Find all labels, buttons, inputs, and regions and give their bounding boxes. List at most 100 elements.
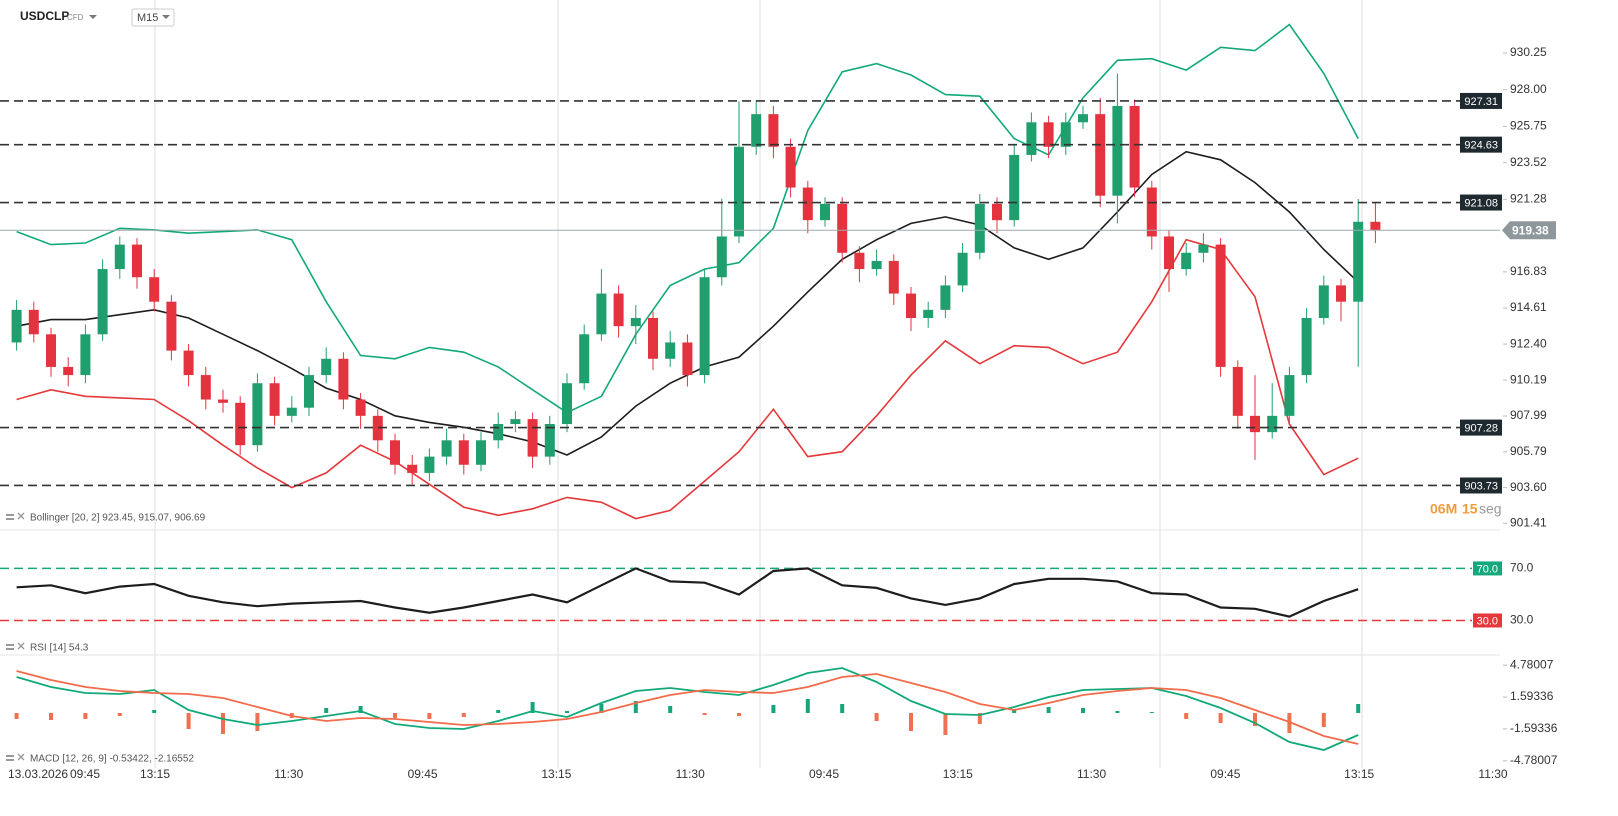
candle-body (613, 293, 624, 327)
candle-body (1353, 221, 1364, 302)
rsi-level-label-bg (1473, 561, 1502, 576)
legend-icon (6, 644, 14, 646)
candle-body (1095, 114, 1106, 196)
candle-body (252, 383, 263, 446)
candle-body (1215, 244, 1226, 367)
macd-histogram-bar (1149, 712, 1154, 713)
y-tick-label: 4.78007 (1510, 657, 1554, 671)
candle-body (699, 277, 710, 376)
macd-histogram-bar (1081, 708, 1085, 713)
candle-body (338, 358, 349, 400)
macd-histogram-bar (1321, 713, 1326, 727)
candle-body (648, 318, 658, 359)
candle-body (1112, 106, 1123, 196)
y-tick-label: -4.78007 (1510, 753, 1558, 767)
candle-body (424, 456, 435, 473)
macd-histogram-bar (977, 713, 982, 724)
candle-body (269, 383, 280, 416)
candle-body (200, 375, 211, 400)
candle-body (837, 203, 848, 253)
macd-histogram-bar (1218, 713, 1223, 723)
candle-body (940, 285, 951, 310)
candle-body (957, 252, 968, 286)
macd-histogram-bar (633, 701, 638, 713)
timeframe-dropdown[interactable] (162, 15, 170, 19)
rsi-line (16, 567, 1359, 618)
candle-body (923, 309, 934, 318)
candle-body (166, 301, 177, 351)
x-tick-label: 09:45 (408, 767, 438, 781)
candle-body (734, 146, 744, 237)
candle-body (1198, 244, 1209, 253)
candle-body (321, 358, 332, 376)
level-label-bg (1460, 194, 1502, 211)
macd-histogram-bar (840, 704, 845, 713)
x-tick-label: 11:30 (1478, 767, 1507, 781)
symbol[interactable]: USDCLP (20, 9, 69, 23)
timeframe[interactable]: M15 (137, 12, 158, 24)
macd-histogram-bar (427, 713, 432, 719)
macd-line (16, 670, 1359, 745)
macd-histogram-bar (14, 713, 19, 719)
macd-histogram-bar (49, 713, 53, 720)
macd-histogram-bar (1356, 704, 1361, 713)
y-tick-label: 905.79 (1510, 444, 1547, 458)
y-tick-label: 912.40 (1510, 336, 1547, 350)
candle-body (372, 415, 383, 441)
macd-histogram-bar (1046, 707, 1051, 713)
x-tick-label: 09:45 (1210, 767, 1240, 781)
macd-histogram-bar (496, 710, 501, 713)
candle-body (235, 402, 246, 446)
timeframe-button[interactable] (131, 8, 175, 27)
countdown-seconds: 15 (1462, 501, 1478, 517)
candle-body (716, 236, 727, 278)
candle-body (1009, 154, 1020, 221)
y-tick-label: 70.0 (1510, 561, 1534, 575)
indicator-legend: MACD [12, 26, 9] -0.53422, -2.16552 (30, 754, 194, 765)
candle-body (751, 114, 762, 147)
macd-histogram-bar (771, 705, 776, 713)
candle-body (1336, 285, 1346, 302)
countdown-unit: seg (1479, 501, 1502, 517)
candle-body (183, 350, 194, 376)
macd-histogram-bar (461, 713, 466, 717)
y-tick-label: 916.83 (1510, 264, 1547, 278)
x-tick-label: 13:15 (1344, 767, 1374, 781)
symbol-dropdown[interactable] (89, 15, 97, 19)
candle-body (1060, 122, 1071, 147)
candle-body (527, 419, 538, 457)
indicator-legend: RSI [14] 54.3 (30, 643, 89, 654)
candle-body (682, 342, 693, 376)
x-tick-label: 11:30 (274, 767, 303, 781)
candle-body (665, 342, 676, 359)
x-tick-label: 11:30 (1077, 767, 1106, 781)
rsi-level-label: 70.0 (1477, 563, 1498, 575)
level-label-bg (1460, 419, 1502, 436)
candle-body (768, 114, 779, 147)
legend-close-icon (17, 753, 25, 761)
last-price-label-bg (1502, 221, 1556, 240)
candle-body (476, 440, 486, 465)
candle-body (1078, 114, 1088, 123)
legend-icons (6, 512, 25, 761)
candle-body (820, 203, 830, 221)
candle-body (802, 187, 813, 221)
macd-line (16, 667, 1359, 751)
macd-histogram-bar (530, 702, 535, 713)
indicator-legend: Bollinger [20, 2] 923.45, 915.07, 906.69 (30, 513, 206, 524)
macd-histogram-bar (152, 710, 157, 713)
candle-body (1164, 236, 1174, 270)
macd-histogram-bar (943, 713, 948, 735)
macd-histogram-bar (1115, 711, 1120, 713)
macd-histogram-bar (324, 708, 329, 713)
y-tick-label: 903.60 (1510, 480, 1547, 494)
x-tick-label: 09:45 (809, 767, 839, 781)
candle-body (1181, 252, 1192, 270)
candle-body (97, 269, 108, 335)
x-tick-label: 13.03.2026 (8, 767, 68, 781)
level-label: 903.73 (1464, 480, 1498, 492)
candle-body (458, 440, 469, 465)
macd-histogram-bar (1184, 713, 1189, 719)
countdown-minutes: 06M (1430, 501, 1457, 517)
